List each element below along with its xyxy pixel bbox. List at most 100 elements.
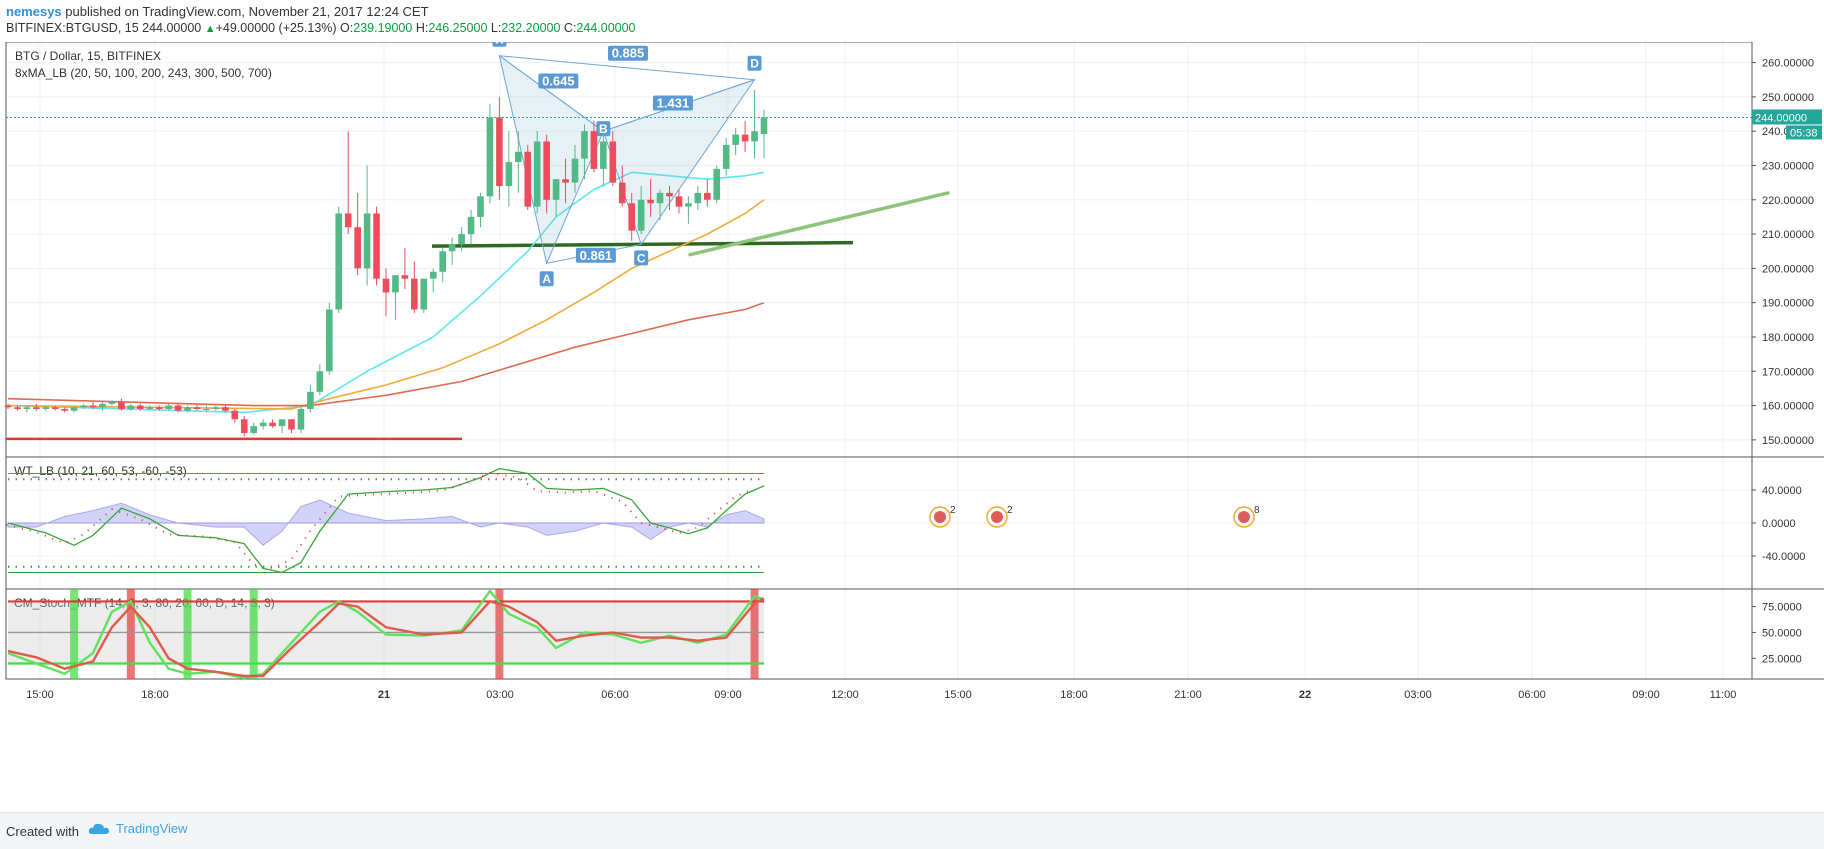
candle [259,422,267,427]
ma-indicator-label: 8xMA_LB (20, 50, 100, 200, 243, 300, 500… [15,66,272,80]
candle [335,213,343,310]
candle [14,407,21,409]
price-tick-label: 180.00000 [1762,332,1814,344]
candle [307,391,314,409]
candle [165,405,172,409]
candle [33,407,40,409]
candle [108,402,116,404]
ratio-ac-bg [575,247,616,263]
chart-area[interactable]: 260.00000250.00000240.00000230.00000220.… [0,31,1824,812]
time-tick-label: 12:00 [831,689,859,701]
candle [448,244,456,252]
harmonic-point-c-text: C [637,251,646,265]
time-tick-label: 03:00 [1404,689,1432,701]
candle [89,405,97,408]
candle [496,117,503,187]
stoch-indicator [7,589,765,680]
candle [316,371,324,392]
stoch-overbought-bar [495,589,504,679]
tradingview-link[interactable]: TradingView [88,821,188,836]
candle [477,196,484,217]
time-tick-label: 15:00 [26,689,54,701]
ratio-xb-bg [538,73,579,89]
close-label: C: [563,21,577,35]
open-label: O: [340,21,354,35]
candle [618,182,626,204]
stoch-tick-label: 50.0000 [1762,627,1802,639]
candle [184,407,191,411]
candle [240,419,248,433]
candle [137,405,144,409]
price-tag-bg [1752,109,1822,125]
event-flag-count: 2 [950,505,956,516]
ratio-xd-bg [607,45,648,61]
footer: Created with TradingView [0,812,1824,849]
wt-tick-label: 40.0000 [1762,485,1802,497]
harmonic-point-d-text: D [750,57,759,71]
low-value: 232.20000 [501,21,561,35]
price-tick-label: 260.00000 [1762,58,1814,70]
ratio-ac-text: 0.861 [580,248,613,263]
candle [269,422,276,427]
candle [23,407,31,409]
candle [354,227,361,269]
stoch-pane-title: CM_Stoch_MTF (14, 3, 3, 80, 20, 60, D, 1… [14,596,275,610]
candle [467,216,475,235]
candle [127,405,135,409]
candle [231,410,239,420]
harmonic-point-a: A [539,271,554,287]
grid-lines [6,42,1752,679]
close-value: 244.00000 [576,21,636,35]
candle [439,251,446,272]
event-flag-count: 8 [1254,505,1260,516]
price-tag: 244.00000 05:38 [1752,109,1822,140]
price-tick-label: 160.00000 [1762,401,1814,413]
tradingview-cloud-icon [88,823,109,834]
ratio-xd-text: 0.885 [612,46,645,61]
high-value: 246.25000 [428,21,488,35]
main-pane-title: BTG / Dollar, 15, BITFINEX [15,49,161,63]
ratio-xb-text: 0.645 [542,73,575,88]
harmonic-point-a-text: A [542,272,551,286]
price-tick-label: 170.00000 [1762,366,1814,378]
price-tick-label: 150.00000 [1762,435,1814,447]
candle [42,407,50,409]
candle [155,407,163,409]
wt-indicator [0,467,765,574]
stoch-overbought-bar [126,589,135,679]
candle [212,407,220,409]
price-axis: 260.00000250.00000240.00000230.00000220.… [1752,58,1814,665]
published-text: published on TradingView.com, November 2… [65,4,429,19]
candle [174,405,182,411]
chart-svg[interactable]: 260.00000250.00000240.00000230.00000220.… [0,31,1824,812]
time-tick-label: 15:00 [944,689,972,701]
ratio-bd-text: 1.431 [657,95,690,110]
time-axis: 15:00 18:00 21 03:00 06:00 09:00 12:00 15:00 18:… [26,689,1736,701]
harmonic-ratio-line [499,55,755,81]
candle [571,158,579,183]
candle [628,203,635,231]
support-line-green [431,240,854,248]
up-triangle-icon: ▲ [204,23,216,35]
candles [4,90,768,437]
trend-line [688,191,950,257]
last-price: 244.00000 [142,21,202,35]
wt-tick-label: -40.0000 [1762,551,1805,563]
candle [732,134,739,145]
event-flag: 8 [1233,505,1260,528]
ma-line-ma20 [7,171,765,414]
username-link[interactable]: nemesys [6,4,62,19]
candle [656,192,664,204]
ratio-bd: 1.431 [652,95,693,110]
time-tick-label: 18:00 [1060,689,1088,701]
candle [694,192,702,204]
candle [600,141,607,169]
low-label: L: [490,21,502,35]
candle [505,162,513,187]
stoch-tick-label: 25.0000 [1762,653,1802,665]
ratio-xd: 0.885 [607,45,648,61]
harmonic-point-a-bg [539,271,554,287]
stoch-d-line [7,597,765,678]
candle [760,117,768,134]
symbol-label: BITFINEX:BTGUSD, 15 [6,21,139,35]
